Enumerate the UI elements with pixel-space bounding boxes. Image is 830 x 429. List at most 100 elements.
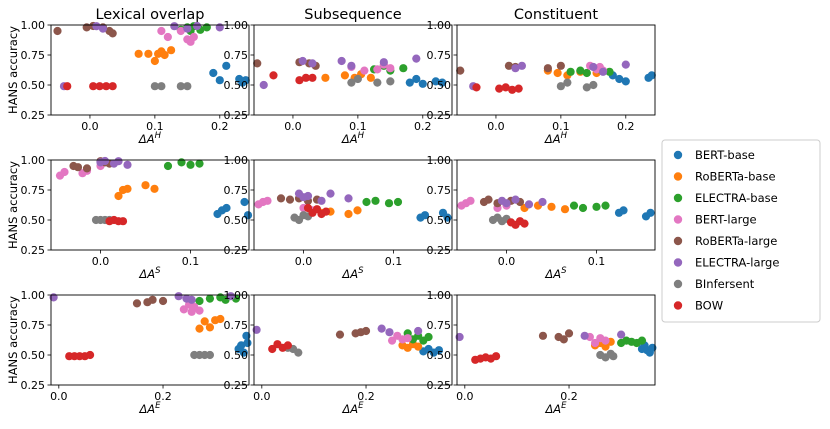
axes-frame	[253, 294, 453, 386]
point-bert-large	[360, 66, 369, 75]
point-roberta-large	[556, 61, 565, 70]
legend-item-bert-large: BERT-large	[673, 213, 757, 227]
panel-subsequence-row-1: 0.25 0.50 0.75 1.00 0.0 0.1 0.2 ΔAH	[224, 19, 453, 146]
axes-frame	[50, 294, 250, 386]
x-axis-label-superscript: H	[358, 131, 365, 141]
point-roberta-large	[361, 326, 371, 336]
series-roberta-large	[538, 329, 574, 344]
col-title-constituent: Constituent	[514, 7, 598, 23]
x-tick-label: 0.2	[414, 120, 432, 133]
point-bow	[102, 82, 111, 91]
point-electra-large	[379, 58, 388, 67]
series-bert-base	[209, 61, 250, 87]
point-roberta-base	[166, 46, 176, 55]
point-electra-base	[195, 296, 204, 306]
point-roberta-large	[73, 163, 83, 172]
series-roberta-large	[335, 326, 371, 339]
legend-marker	[673, 279, 683, 289]
point-bert-base	[222, 61, 231, 70]
point-roberta-base	[144, 49, 153, 58]
point-roberta-large	[285, 195, 295, 204]
point-electra-large	[538, 197, 547, 207]
y-tick-label: 0.50	[224, 79, 249, 92]
point-bow	[495, 84, 504, 93]
x-axis-label-superscript: E	[358, 401, 364, 411]
x-tick-label: 0.0	[498, 255, 516, 268]
y-tick-label: 1.00	[427, 154, 452, 167]
point-roberta-base	[216, 314, 225, 324]
point-bow	[63, 82, 72, 91]
point-electra-large	[511, 195, 520, 204]
series-bow	[63, 82, 117, 91]
point-electra-large	[92, 22, 101, 31]
legend-frame	[661, 139, 821, 323]
point-electra-base	[384, 199, 394, 208]
point-electra-large	[123, 160, 132, 169]
point-roberta-base	[353, 206, 362, 215]
point-bert-large	[590, 338, 600, 348]
point-bow	[508, 85, 517, 94]
series-binfersent	[190, 350, 215, 360]
point-binfersent	[157, 82, 166, 91]
point-electra-large	[252, 325, 261, 334]
y-axis-label-row-2: HANS accuracy	[6, 161, 20, 249]
y-tick-label: 0.25	[224, 379, 249, 392]
point-bow	[85, 350, 95, 360]
point-electra-large	[303, 191, 313, 201]
point-bert-base	[431, 77, 440, 86]
point-electra-base	[576, 66, 585, 75]
point-bert-base	[647, 71, 656, 80]
point-roberta-large	[276, 194, 286, 203]
series-binfersent	[347, 74, 395, 87]
x-axis-label-superscript: S	[155, 266, 161, 276]
series-bow	[506, 217, 529, 229]
x-tick-label: 0.2	[617, 120, 635, 133]
point-binfersent	[150, 82, 159, 91]
point-electra-base	[569, 201, 579, 210]
y-tick-label: 0.75	[427, 49, 452, 62]
x-axis-label: ΔAE	[544, 401, 567, 416]
point-electra-large	[580, 331, 589, 340]
point-electra-large	[385, 328, 394, 337]
point-electra-large	[598, 67, 608, 76]
point-electra-base	[393, 197, 403, 207]
x-tick-label: 0.0	[295, 255, 313, 268]
y-tick-label: 1.00	[21, 289, 46, 302]
series-binfersent	[596, 349, 618, 362]
series-bert-large	[387, 331, 412, 345]
point-bow	[514, 84, 523, 93]
y-tick-label: 0.25	[427, 244, 452, 257]
point-binfersent	[582, 83, 591, 92]
point-roberta-base	[114, 191, 123, 201]
point-roberta-base	[414, 342, 423, 351]
y-tick-label: 0.25	[224, 244, 249, 257]
point-bert-base	[243, 338, 252, 348]
axes-frame	[253, 24, 453, 116]
series-roberta-large	[53, 21, 117, 38]
legend-label: ELECTRA-base	[695, 191, 778, 205]
point-bert-large	[176, 26, 185, 36]
point-binfersent	[347, 78, 356, 87]
y-tick-label: 1.00	[21, 19, 46, 32]
x-axis-label-superscript: H	[561, 131, 568, 141]
series-bow	[268, 340, 292, 354]
point-roberta-base	[344, 209, 353, 219]
axes-frame	[456, 159, 656, 251]
point-electra-base	[163, 161, 173, 171]
point-electra-large	[298, 56, 307, 66]
legend-item-bert-base: BERT-base	[673, 148, 755, 162]
x-axis-label-superscript: S	[358, 266, 364, 276]
point-bert-large	[195, 306, 204, 315]
point-electra-large	[170, 22, 179, 31]
point-roberta-large	[53, 26, 62, 36]
series-electra-large	[259, 54, 421, 90]
x-axis-label-superscript: H	[155, 131, 162, 141]
x-axis-label-base: ΔA	[138, 132, 155, 146]
x-tick-label: 0.1	[146, 120, 164, 133]
series-bert-base	[614, 206, 655, 221]
series-bert-large	[585, 332, 610, 348]
y-tick-label: 0.75	[224, 184, 249, 197]
series-bow	[105, 215, 128, 226]
